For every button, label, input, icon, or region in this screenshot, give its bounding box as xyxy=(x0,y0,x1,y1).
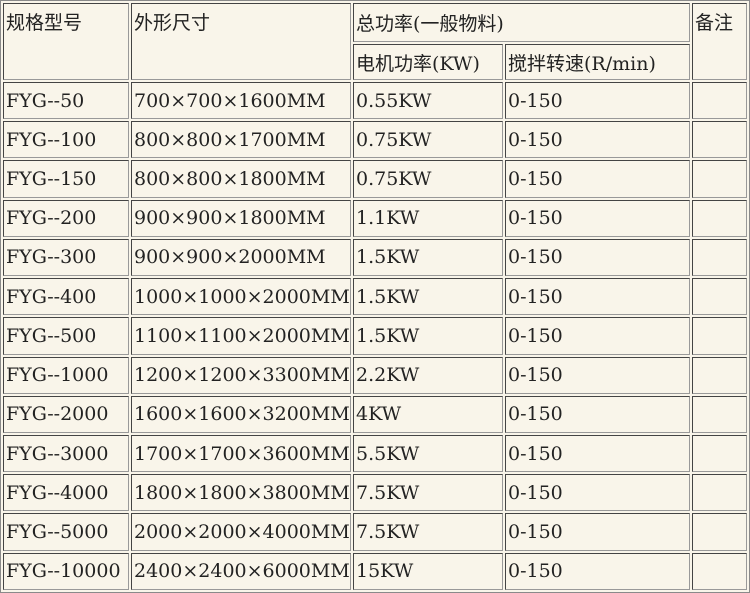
cell-speed: 0-150 xyxy=(505,278,691,316)
cell-size: 1200×1200×3300MM xyxy=(131,356,351,394)
cell-speed: 0-150 xyxy=(505,552,691,590)
table-row: FYG--200 900×900×1800MM 1.1KW 0-150 xyxy=(3,199,747,237)
header-power-group: 总功率(一般物料) xyxy=(353,3,691,42)
cell-motor: 4KW xyxy=(353,395,503,433)
cell-model: FYG--5000 xyxy=(3,513,129,551)
table-row: FYG--4000 1800×1800×3800MM 7.5KW 0-150 xyxy=(3,474,747,512)
table-row: FYG--10000 2400×2400×6000MM 15KW 0-150 xyxy=(3,552,747,590)
cell-size: 2000×2000×4000MM xyxy=(131,513,351,551)
header-row: 规格型号 外形尺寸 总功率(一般物料) 备注 xyxy=(3,3,747,80)
header-size: 外形尺寸 xyxy=(131,3,351,80)
cell-motor: 7.5KW xyxy=(353,474,503,512)
table-row: FYG--50 700×700×1600MM 0.55KW 0-150 xyxy=(3,82,747,120)
cell-model: FYG--100 xyxy=(3,121,129,159)
table-row: FYG--5000 2000×2000×4000MM 7.5KW 0-150 xyxy=(3,513,747,551)
cell-model: FYG--10000 xyxy=(3,552,129,590)
table-row: FYG--100 800×800×1700MM 0.75KW 0-150 xyxy=(3,121,747,159)
cell-motor: 1.5KW xyxy=(353,278,503,316)
cell-size: 1700×1700×3600MM xyxy=(131,434,351,473)
cell-remark xyxy=(692,121,747,159)
cell-remark xyxy=(692,513,747,551)
cell-motor: 15KW xyxy=(353,552,503,590)
cell-size: 1600×1600×3200MM xyxy=(131,395,351,433)
cell-model: FYG--400 xyxy=(3,278,129,316)
cell-model: FYG--500 xyxy=(3,317,129,355)
cell-remark xyxy=(692,552,747,590)
cell-motor: 1.5KW xyxy=(353,238,503,277)
cell-speed: 0-150 xyxy=(505,317,691,355)
table-row: FYG--500 1100×1100×2000MM 1.5KW 0-150 xyxy=(3,317,747,355)
cell-motor: 0.55KW xyxy=(353,82,503,120)
cell-size: 900×900×1800MM xyxy=(131,199,351,237)
cell-remark xyxy=(692,238,747,277)
header-speed: 搅拌转速(R/min) xyxy=(505,44,691,80)
cell-remark xyxy=(692,395,747,433)
table-row: FYG--400 1000×1000×2000MM 1.5KW 0-150 xyxy=(3,278,747,316)
cell-motor: 1.5KW xyxy=(353,317,503,355)
cell-speed: 0-150 xyxy=(505,238,691,277)
cell-remark xyxy=(692,278,747,316)
cell-remark xyxy=(692,434,747,473)
header-motor: 电机功率(KW) xyxy=(353,44,503,80)
cell-speed: 0-150 xyxy=(505,199,691,237)
cell-size: 800×800×1800MM xyxy=(131,160,351,198)
table-row: FYG--300 900×900×2000MM 1.5KW 0-150 xyxy=(3,238,747,277)
cell-speed: 0-150 xyxy=(505,121,691,159)
cell-motor: 5.5KW xyxy=(353,434,503,473)
cell-model: FYG--4000 xyxy=(3,474,129,512)
table-row: FYG--1000 1200×1200×3300MM 2.2KW 0-150 xyxy=(3,356,747,394)
cell-model: FYG--2000 xyxy=(3,395,129,433)
cell-motor: 7.5KW xyxy=(353,513,503,551)
cell-size: 1800×1800×3800MM xyxy=(131,474,351,512)
cell-size: 900×900×2000MM xyxy=(131,238,351,277)
cell-model: FYG--50 xyxy=(3,82,129,120)
cell-size: 700×700×1600MM xyxy=(131,82,351,120)
cell-speed: 0-150 xyxy=(505,513,691,551)
cell-model: FYG--3000 xyxy=(3,434,129,473)
cell-size: 800×800×1700MM xyxy=(131,121,351,159)
table-row: FYG--150 800×800×1800MM 0.75KW 0-150 xyxy=(3,160,747,198)
cell-remark xyxy=(692,160,747,198)
table-row: FYG--2000 1600×1600×3200MM 4KW 0-150 xyxy=(3,395,747,433)
cell-model: FYG--300 xyxy=(3,238,129,277)
cell-speed: 0-150 xyxy=(505,356,691,394)
cell-speed: 0-150 xyxy=(505,395,691,433)
cell-speed: 0-150 xyxy=(505,474,691,512)
cell-speed: 0-150 xyxy=(505,160,691,198)
cell-motor: 1.1KW xyxy=(353,199,503,237)
cell-remark xyxy=(692,199,747,237)
cell-speed: 0-150 xyxy=(505,434,691,473)
cell-size: 1100×1100×2000MM xyxy=(131,317,351,355)
cell-model: FYG--1000 xyxy=(3,356,129,394)
cell-remark xyxy=(692,356,747,394)
cell-model: FYG--150 xyxy=(3,160,129,198)
subheader-row: 电机功率(KW) 搅拌转速(R/min) xyxy=(3,44,747,80)
table-row: FYG--3000 1700×1700×3600MM 5.5KW 0-150 xyxy=(3,434,747,473)
cell-motor: 0.75KW xyxy=(353,121,503,159)
cell-remark xyxy=(692,474,747,512)
cell-remark xyxy=(692,82,747,120)
header-remark: 备注 xyxy=(692,3,747,80)
cell-size: 1000×1000×2000MM xyxy=(131,278,351,316)
cell-speed: 0-150 xyxy=(505,82,691,120)
cell-motor: 0.75KW xyxy=(353,160,503,198)
cell-size: 2400×2400×6000MM xyxy=(131,552,351,590)
cell-motor: 2.2KW xyxy=(353,356,503,394)
cell-remark xyxy=(692,317,747,355)
cell-model: FYG--200 xyxy=(3,199,129,237)
header-model: 规格型号 xyxy=(3,3,129,80)
